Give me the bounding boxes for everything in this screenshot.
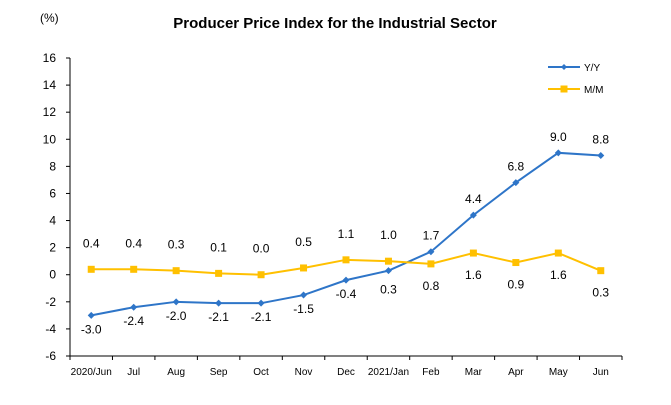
y-tick-label: 16 — [43, 51, 57, 65]
y-tick-label: -2 — [45, 295, 56, 309]
data-point — [512, 179, 520, 187]
x-tick-label: Dec — [337, 367, 355, 378]
data-point — [554, 149, 562, 157]
data-point — [427, 260, 435, 268]
data-label-mm: 0.9 — [508, 278, 525, 292]
x-tick-label: Aug — [167, 367, 185, 378]
series-line-m-m — [91, 252, 602, 276]
series-lines — [87, 149, 605, 319]
data-point — [342, 256, 350, 264]
data-labels: -3.0 -2.4 -2.0 -2.1 -2.1 -1.5 -0.4 0.3 1.7 4.4 6.8… — [81, 130, 610, 337]
data-label-mm: 0.3 — [592, 286, 609, 300]
chart-title: Producer Price Index for the Industrial … — [173, 15, 497, 32]
legend-marker — [561, 64, 567, 70]
data-label-yy: -2.4 — [123, 314, 144, 328]
x-tick-label: 2021/Jan — [368, 367, 409, 378]
x-tick-label: 2020/Jun — [71, 367, 112, 378]
x-tick-label: Jun — [593, 367, 609, 378]
data-label-mm: 0.0 — [253, 242, 270, 256]
data-point — [469, 249, 477, 257]
y-axis-unit-label: (%) — [40, 11, 59, 25]
x-tick-label: Feb — [422, 367, 440, 378]
data-label-mm: 1.6 — [465, 268, 482, 282]
data-label-mm: 0.4 — [125, 236, 142, 250]
data-point — [597, 152, 605, 160]
data-label-mm: 1.6 — [550, 268, 567, 282]
data-point — [215, 269, 223, 277]
data-point — [172, 267, 180, 275]
data-point — [300, 291, 308, 299]
data-point — [257, 271, 265, 279]
data-point — [427, 248, 435, 256]
legend-label: Y/Y — [584, 63, 600, 74]
data-point — [87, 311, 95, 319]
x-tick-label: Apr — [508, 367, 524, 378]
data-point — [384, 267, 392, 275]
data-label-mm: 0.1 — [210, 240, 227, 254]
data-point — [384, 257, 392, 265]
data-point — [512, 259, 520, 267]
y-tick-label: 10 — [43, 132, 57, 146]
data-point — [469, 211, 477, 219]
data-point — [597, 267, 605, 275]
y-tick-label: 4 — [49, 214, 56, 228]
legend: Y/Y M/M — [548, 63, 603, 96]
data-label-yy: -3.0 — [81, 322, 102, 336]
data-point — [215, 299, 223, 307]
x-tick-label: Jul — [127, 367, 140, 378]
y-tick-label: -4 — [45, 322, 56, 336]
legend-label: M/M — [584, 85, 603, 96]
data-label-yy: -1.5 — [293, 302, 314, 316]
x-tick-label: Mar — [465, 367, 483, 378]
data-label-mm: 0.5 — [295, 235, 312, 249]
data-label-yy: -2.1 — [251, 310, 272, 324]
data-point — [342, 276, 350, 284]
data-label-yy: 9.0 — [550, 130, 567, 144]
data-label-yy: 6.8 — [508, 160, 525, 174]
data-point — [130, 265, 138, 273]
axes: -6 -4 -2 0 2 4 6 8 10 12 14 16 2020/Jun Jul Aug Sep Oct N… — [43, 51, 623, 378]
data-label-yy: 0.3 — [380, 283, 397, 297]
data-point — [554, 249, 562, 257]
data-label-yy: 8.8 — [592, 133, 609, 147]
y-tick-label: -6 — [45, 349, 56, 363]
y-tick-label: 2 — [49, 241, 56, 255]
data-point — [87, 265, 95, 273]
data-point — [130, 303, 138, 311]
data-label-yy: -2.0 — [166, 309, 187, 323]
data-label-mm: 1.0 — [380, 228, 397, 242]
legend-marker — [560, 85, 568, 93]
x-tick-label: Sep — [210, 367, 228, 378]
y-tick-label: 12 — [43, 105, 57, 119]
data-label-yy: 1.7 — [423, 229, 440, 243]
data-label-mm: 0.3 — [168, 238, 185, 252]
data-point — [300, 264, 308, 272]
y-tick-label: 8 — [49, 159, 56, 173]
data-label-mm: 1.1 — [338, 227, 355, 241]
data-label-yy: 4.4 — [465, 192, 482, 206]
y-tick-label: 14 — [43, 78, 57, 92]
y-tick-label: 6 — [49, 186, 56, 200]
data-label-mm: 0.8 — [423, 279, 440, 293]
data-label-yy: -0.4 — [336, 287, 357, 301]
data-label-mm: 0.4 — [83, 236, 100, 250]
data-point — [172, 298, 180, 306]
data-label-yy: -2.1 — [208, 310, 229, 324]
x-tick-label: Oct — [253, 367, 269, 378]
x-tick-label: May — [549, 367, 568, 378]
data-point — [257, 299, 265, 307]
y-tick-label: 0 — [49, 268, 56, 282]
x-tick-label: Nov — [295, 367, 313, 378]
